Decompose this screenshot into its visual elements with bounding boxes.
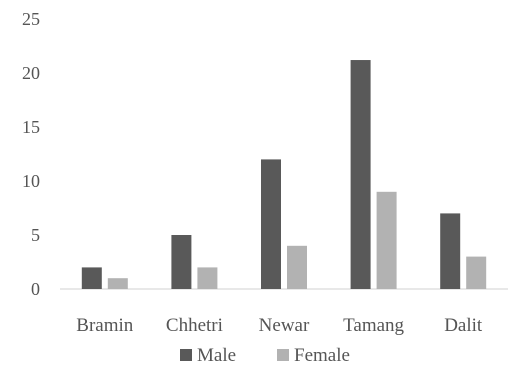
bars [81,60,487,289]
y-tick-label: 0 [31,279,40,299]
y-tick-label: 20 [22,63,40,83]
bar-female-bramin [107,278,128,289]
bar-female-tamang [376,191,397,289]
legend-label-male: Male [197,345,236,366]
bar-female-dalit [466,256,487,289]
x-tick-label: Tamang [343,315,404,336]
bar-female-chhetri [197,267,218,289]
bar-male-bramin [81,267,102,289]
y-tick-label: 10 [22,171,40,191]
x-tick-label: Bramin [76,315,133,336]
x-tick-label: Chhetri [166,315,223,336]
x-tick-label: Dalit [444,315,483,336]
bar-male-tamang [350,60,371,289]
legend: Male Female [180,345,350,366]
bar-male-newar [261,159,281,289]
x-tick-label: Newar [259,315,310,336]
legend-swatch-male [180,349,192,361]
bar-male-chhetri [171,235,192,289]
legend-swatch-female [277,349,289,361]
category-labels: Bramin Chhetri Newar Tamang Dalit [76,315,483,336]
bar-female-newar [287,245,307,289]
y-tick-label: 15 [22,117,40,137]
y-tick-label: 25 [22,9,40,29]
legend-label-female: Female [294,345,350,366]
bar-male-dalit [440,213,461,289]
y-tick-label: 5 [31,225,40,245]
y-axis-ticks: 0 5 10 15 20 25 [22,9,40,299]
